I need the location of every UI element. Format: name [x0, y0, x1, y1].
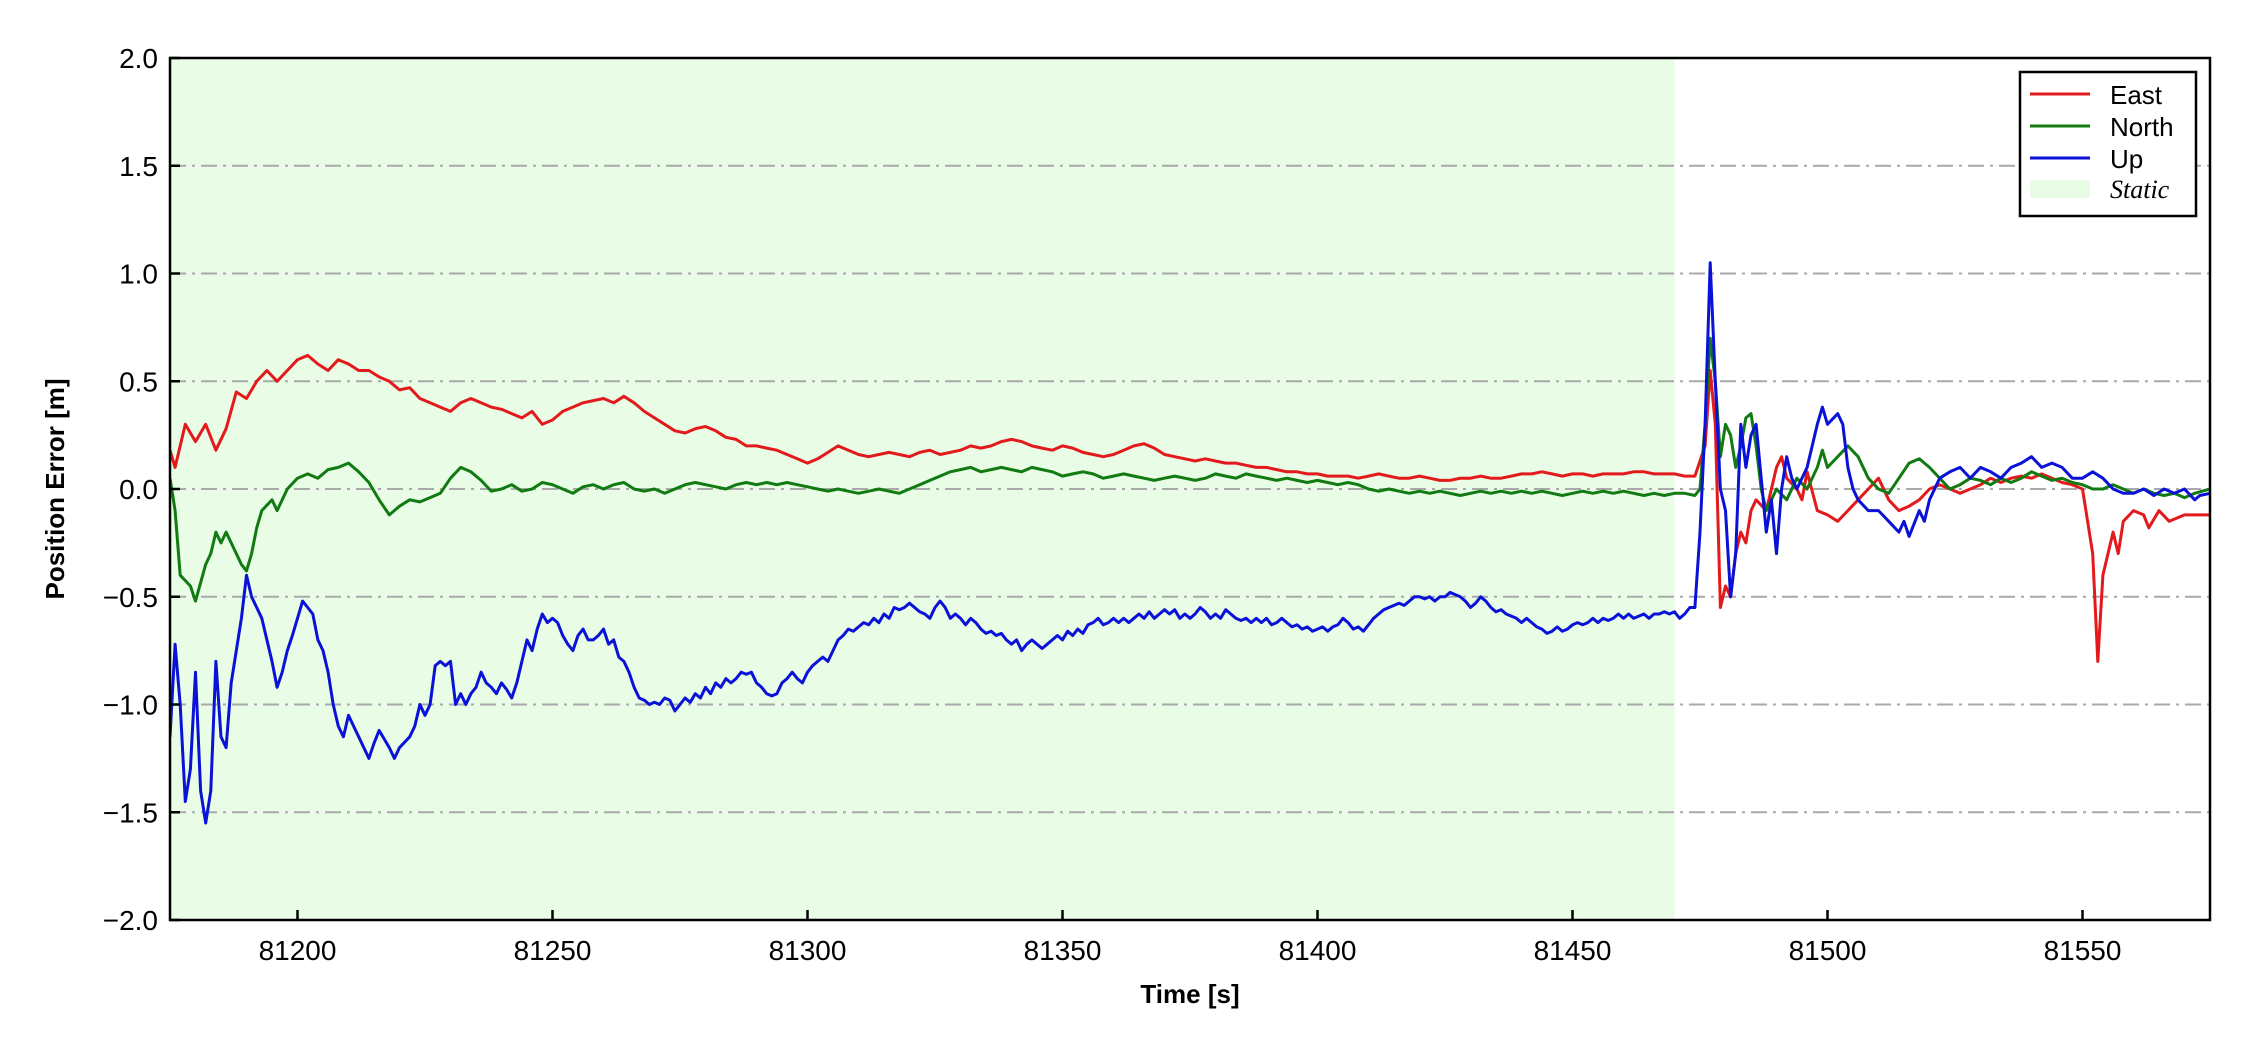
x-tick-label: 81250 [514, 935, 592, 966]
x-tick-label: 81450 [1534, 935, 1612, 966]
legend-east-label: East [2110, 80, 2163, 110]
legend-up-label: Up [2110, 144, 2143, 174]
x-tick-label: 81200 [259, 935, 337, 966]
y-tick-label: 1.0 [119, 259, 158, 290]
y-axis-ticks: 2.0 1.5 1.0 0.5 0.0 −0.5 −1.0 −1.5 −2.0 [103, 43, 180, 936]
y-tick-label: 0.5 [119, 366, 158, 397]
x-tick-label: 81500 [1789, 935, 1867, 966]
series-line-up [170, 261, 2210, 825]
legend-north-label: North [2110, 112, 2174, 142]
y-tick-label: 0.0 [119, 474, 158, 505]
x-tick-label: 81300 [769, 935, 847, 966]
x-axis-ticks: 81200 81250 81300 81350 81400 81450 81500 81550 [259, 910, 2122, 966]
y-tick-label: 1.5 [119, 151, 158, 182]
x-axis-label: Time [s] [1140, 979, 1239, 1009]
y-tick-label: −2.0 [103, 905, 158, 936]
x-tick-label: 81550 [2044, 935, 2122, 966]
x-tick-label: 81350 [1024, 935, 1102, 966]
y-tick-label: −1.5 [103, 797, 158, 828]
series-lines [170, 261, 2210, 825]
y-tick-label: 2.0 [119, 43, 158, 74]
y-tick-label: −0.5 [103, 582, 158, 613]
y-axis-label: Position Error [m] [40, 378, 70, 599]
legend-static-swatch [2030, 180, 2090, 198]
series-line-north [170, 336, 2210, 603]
series-line-east [170, 353, 2210, 663]
legend: East North Up Static [2018, 70, 2198, 218]
y-tick-label: −1.0 [103, 690, 158, 721]
x-tick-label: 81400 [1279, 935, 1357, 966]
legend-static-label: Static [2110, 175, 2170, 204]
